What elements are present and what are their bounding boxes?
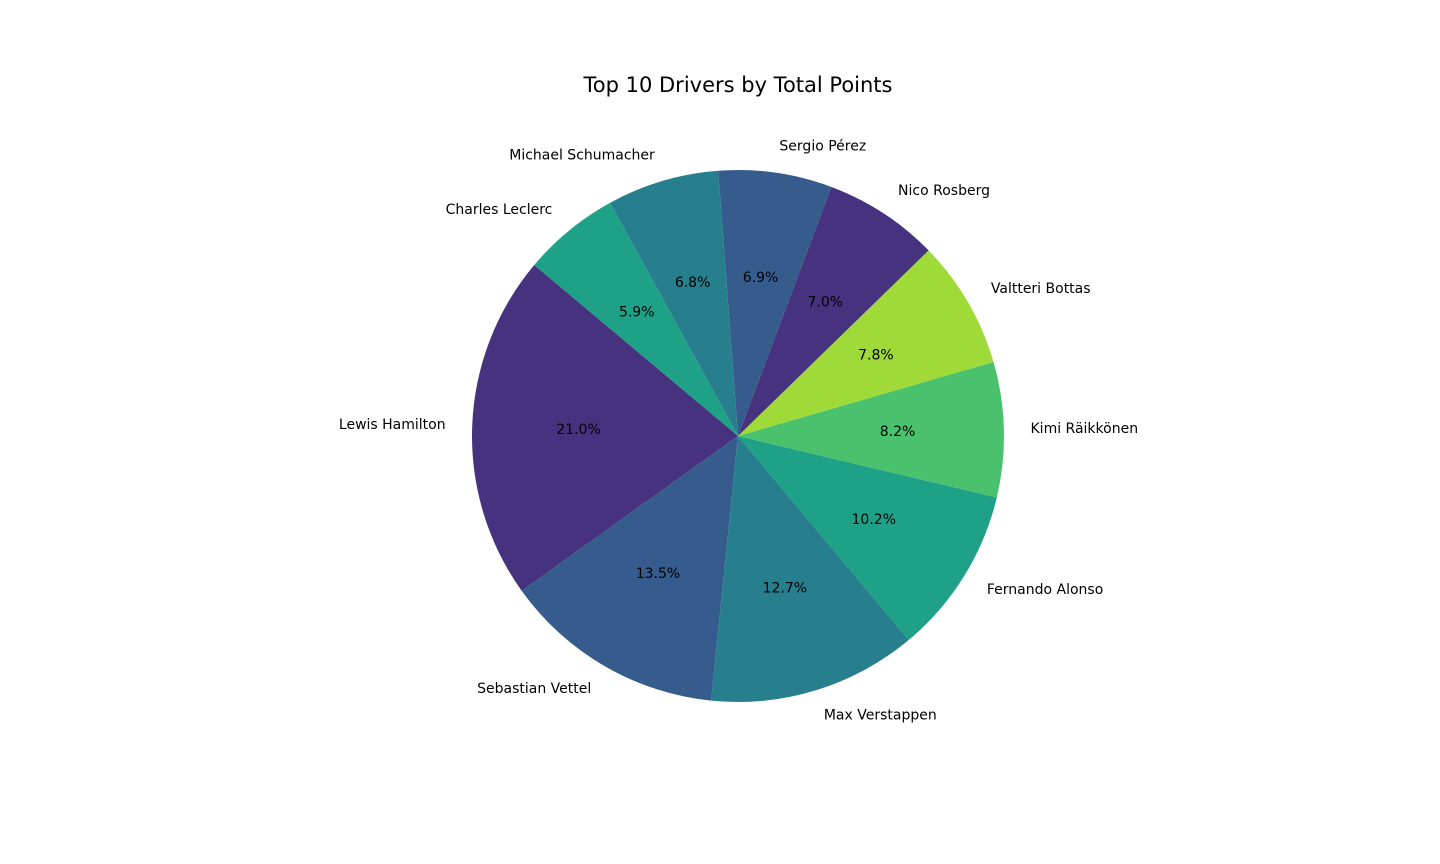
slice-percent-fernando-alonso: 10.2% xyxy=(852,512,896,528)
slice-percent-charles-leclerc: 5.9% xyxy=(619,305,655,321)
pie-slice-charles-leclerc xyxy=(534,202,738,436)
slice-label-charles-leclerc: Charles Leclerc xyxy=(446,202,553,218)
pie-slice-sebastian-vettel xyxy=(521,436,738,701)
slice-percent-valtteri-bottas: 7.8% xyxy=(858,348,894,364)
pie-slices xyxy=(472,170,1004,702)
slice-label-nico-rosberg: Nico Rosberg xyxy=(898,183,990,199)
slice-percent-sebastian-vettel: 13.5% xyxy=(636,566,680,582)
slice-label-sebastian-vettel: Sebastian Vettel xyxy=(477,681,591,697)
pie-labels: Lewis Hamilton 21.0% Sebastian Vettel 13.5%… xyxy=(339,138,1138,723)
slice-label-kimi-raikkonen: Kimi Räikkönen xyxy=(1031,421,1139,437)
pie-slice-max-verstappen xyxy=(711,436,909,702)
slice-label-max-verstappen: Max Verstappen xyxy=(824,708,937,724)
chart-title: Top 10 Drivers by Total Points xyxy=(583,73,893,97)
pie-slice-sergio-perez xyxy=(718,170,832,436)
slice-label-valtteri-bottas: Valtteri Bottas xyxy=(991,281,1091,297)
pie-slice-michael-schumacher xyxy=(610,170,738,436)
slice-percent-max-verstappen: 12.7% xyxy=(763,581,807,597)
pie-slice-valtteri-bottas xyxy=(738,250,994,436)
slice-label-lewis-hamilton: Lewis Hamilton xyxy=(339,417,446,433)
pie-slice-fernando-alonso xyxy=(738,436,997,641)
slice-percent-kimi-raikkonen: 8.2% xyxy=(880,424,916,440)
slice-label-fernando-alonso: Fernando Alonso xyxy=(987,582,1103,598)
pie-slice-kimi-raikkonen xyxy=(738,361,1004,498)
slice-percent-michael-schumacher: 6.8% xyxy=(675,275,711,291)
pie-slice-lewis-hamilton xyxy=(472,265,738,591)
slice-percent-sergio-perez: 6.9% xyxy=(743,270,779,286)
slice-percent-nico-rosberg: 7.0% xyxy=(808,294,844,310)
slice-label-michael-schumacher: Michael Schumacher xyxy=(509,147,655,163)
pie-slice-nico-rosberg xyxy=(738,186,929,436)
slice-percent-lewis-hamilton: 21.0% xyxy=(556,422,600,438)
slice-label-sergio-perez: Sergio Pérez xyxy=(779,138,866,154)
